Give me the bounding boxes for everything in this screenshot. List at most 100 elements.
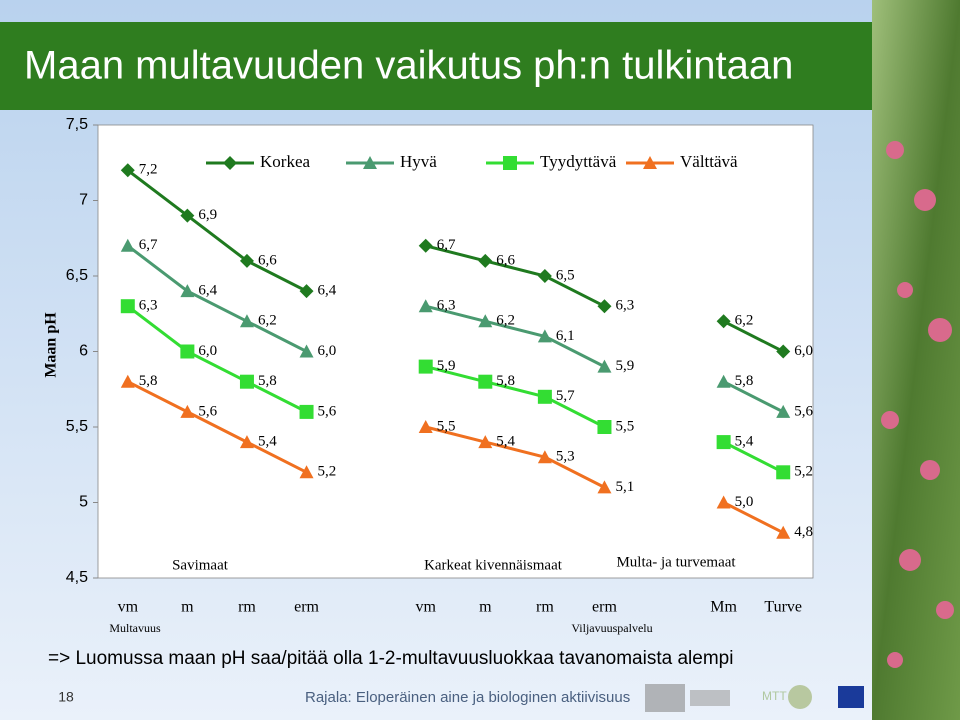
value-label: 4,8 [794,524,813,540]
value-label: 6,3 [139,298,158,314]
logo-text: MTT [762,689,787,703]
marker [643,156,657,169]
marker [120,163,135,178]
y-axis-label: Maan pH [43,312,60,378]
value-label: 6,7 [437,237,456,253]
legend-label: Hyvä [400,152,437,171]
value-label: 5,1 [615,479,634,495]
clover-flowers [881,141,954,668]
value-label: 5,2 [318,464,337,480]
marker [478,374,493,389]
annotation: Multa- ja turvemaat [616,554,736,570]
value-label: 5,6 [318,403,337,419]
x-tick-label: m [181,599,194,616]
value-label: 6,5 [556,267,575,283]
value-label: 5,8 [139,373,158,389]
marker [418,420,433,433]
value-label: 6,0 [198,343,217,359]
marker [120,374,135,388]
y-tick-label: 4,5 [66,569,88,586]
marker [418,359,433,374]
value-label: 6,4 [318,283,337,299]
series-line [127,380,784,535]
value-label: 6,4 [198,283,217,299]
photo-strip [872,0,960,720]
marker [537,269,552,283]
marker [478,435,493,449]
value-label: 6,0 [318,343,337,359]
value-label: 5,2 [794,464,813,480]
marker [503,156,517,170]
value-label: 6,6 [496,252,515,268]
value-label: 5,0 [735,494,754,510]
value-label: 6,3 [615,298,634,314]
marker [299,344,314,358]
marker [478,314,493,328]
marker [239,435,254,449]
marker [239,253,254,268]
value-label: 5,8 [735,373,754,389]
value-label: 6,6 [258,252,277,268]
legend-label: Välttävä [680,152,738,171]
value-label: 5,9 [437,358,456,374]
marker [537,329,552,343]
marker [597,420,612,434]
marker [239,314,254,328]
annotation: Viljavuuspalvelu [571,621,652,635]
value-label: 5,9 [615,358,634,374]
marker [597,359,612,373]
plot-area [97,124,814,579]
annotation: Karkeat kivennäismaat [424,557,563,573]
value-label: 5,8 [496,373,515,389]
series-line [126,169,784,353]
marker [716,374,731,388]
marker [716,314,731,329]
value-label: 6,1 [556,328,575,344]
y-tick-label: 5,5 [66,418,88,435]
marker [418,299,433,313]
y-tick-label: 5 [79,494,88,511]
value-label: 5,7 [556,388,575,404]
marker [776,465,791,480]
marker [299,404,314,419]
marker [363,156,377,169]
value-label: 5,4 [258,434,277,450]
title: Maan multavuuden vaikutus ph:n tulkintaa… [24,44,793,88]
y-tick-label: 7,5 [66,116,88,133]
x-tick-label: Turve [764,599,802,616]
y-tick-label: 7 [79,192,88,209]
x-tick-label: erm [592,599,617,616]
marker [299,465,314,479]
marker [239,374,254,389]
value-label: 5,3 [556,449,575,465]
value-label: 7,2 [139,162,158,178]
series-line [126,244,784,414]
marker [180,208,195,223]
x-tick-label: vm [118,599,139,616]
y-tick-label: 6 [79,343,88,360]
marker [299,284,314,299]
marker [180,404,195,418]
marker [716,435,731,450]
marker [120,299,135,314]
value-label: 6,3 [437,298,456,314]
value-label: 5,6 [198,403,217,419]
legend-label: Tyydyttävä [540,152,617,171]
x-tick-label: erm [294,599,319,616]
marker [716,495,731,509]
marker [776,404,791,418]
x-tick-label: rm [536,599,554,616]
value-label: 6,2 [258,313,277,329]
marker [776,525,791,539]
series-line [126,305,784,474]
x-tick-label: Mm [710,599,737,616]
value-label: 5,8 [258,373,277,389]
marker [120,238,135,252]
note: => Luomussa maan pH saa/pitää olla 1-2-m… [48,648,733,669]
marker [223,156,237,170]
slide-number: 18 [58,689,74,705]
value-label: 6,2 [735,313,754,329]
x-tick-label: rm [238,599,256,616]
marker [418,238,433,253]
